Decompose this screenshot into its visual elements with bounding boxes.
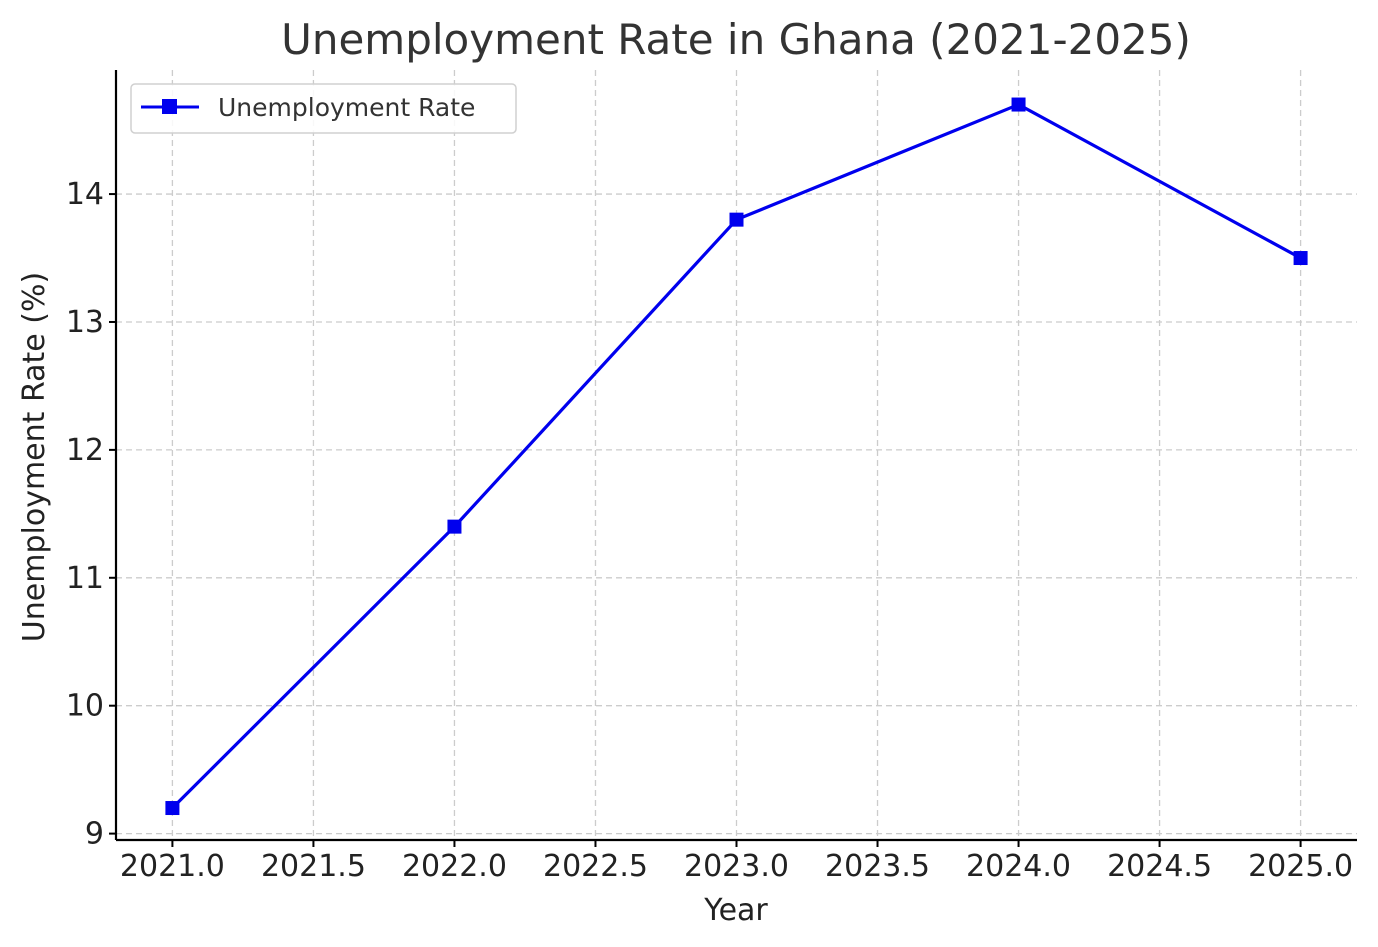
- data-point-marker: [165, 801, 180, 816]
- y-tick-label: 14: [66, 177, 104, 212]
- data-point-marker: [1011, 97, 1026, 112]
- x-tick-label: 2023.0: [684, 849, 789, 884]
- x-tick-label: 2022.0: [402, 849, 507, 884]
- data-point-marker: [447, 519, 462, 534]
- data-point-marker: [729, 212, 744, 227]
- y-tick-label: 12: [66, 433, 104, 468]
- y-ticks: 9 10 11 12 13 14: [66, 177, 116, 852]
- x-tick-label: 2021.5: [261, 849, 366, 884]
- x-tick-label: 2022.5: [543, 849, 648, 884]
- x-tick-label: 2025.0: [1248, 849, 1353, 884]
- x-ticks: 2021.0 2021.5 2022.0 2022.5 2023.0 2023.5 2024…: [120, 840, 1353, 884]
- chart-title: Unemployment Rate in Ghana (2021-2025): [281, 15, 1191, 64]
- y-tick-label: 10: [66, 689, 104, 724]
- grid-layer: [116, 70, 1357, 840]
- legend-box: [130, 83, 517, 134]
- x-tick-label: 2024.5: [1107, 849, 1212, 884]
- legend: Unemployment Rate: [130, 83, 517, 134]
- legend-label: Unemployment Rate: [218, 93, 475, 122]
- x-axis-label: Year: [703, 893, 768, 928]
- series-layer: [165, 97, 1308, 816]
- y-tick-label: 9: [85, 817, 104, 852]
- y-axis-label: Unemployment Rate (%): [17, 272, 52, 642]
- x-tick-label: 2021.0: [120, 849, 225, 884]
- legend-marker-swatch: [162, 99, 177, 114]
- data-point-marker: [1293, 251, 1308, 266]
- x-tick-label: 2023.5: [825, 849, 930, 884]
- y-tick-label: 13: [66, 305, 104, 340]
- y-tick-label: 11: [66, 561, 104, 596]
- x-tick-label: 2024.0: [966, 849, 1071, 884]
